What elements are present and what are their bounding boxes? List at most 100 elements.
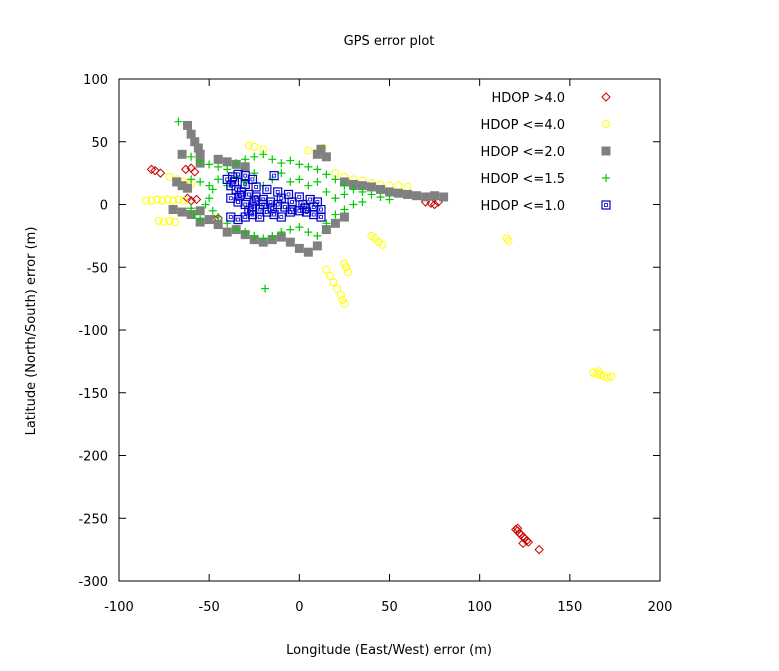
data-point (191, 194, 202, 205)
data-point (304, 181, 313, 190)
data-point (504, 236, 513, 245)
data-point (295, 160, 304, 169)
data-point (376, 192, 385, 201)
x-tick-label: -100 (104, 600, 134, 615)
data-point (183, 120, 193, 130)
data-point (311, 205, 316, 209)
data-point (170, 218, 179, 227)
legend-label: HDOP <=1.5 (481, 172, 565, 187)
data-point (311, 212, 316, 217)
series-0 (146, 163, 544, 555)
data-point (243, 202, 248, 207)
data-point (277, 159, 286, 168)
data-point (312, 149, 322, 159)
data-point (190, 167, 200, 177)
data-point (268, 200, 273, 204)
data-point (321, 152, 331, 162)
y-tick-label: 50 (91, 136, 108, 151)
data-point (165, 216, 174, 225)
data-point (325, 272, 334, 281)
data-point (330, 218, 340, 228)
y-tick-label: -200 (78, 450, 108, 465)
data-point (421, 192, 431, 202)
data-point (232, 180, 237, 184)
data-point (295, 175, 304, 184)
data-point (257, 215, 262, 219)
data-point (319, 207, 323, 212)
data-point (190, 210, 199, 219)
data-point (272, 212, 276, 217)
data-point (226, 212, 236, 222)
data-point (177, 207, 187, 217)
data-point (276, 212, 286, 222)
data-point (193, 143, 203, 153)
data-point (237, 193, 242, 198)
data-point (205, 181, 214, 190)
data-point (213, 154, 223, 164)
data-point (214, 213, 223, 222)
y-tick-label: -150 (78, 387, 108, 402)
data-point (316, 204, 326, 215)
data-point (367, 190, 376, 199)
data-point (241, 155, 250, 164)
data-point (236, 217, 240, 222)
data-point (195, 206, 205, 216)
x-tick-label: 200 (648, 600, 673, 615)
data-point (290, 200, 295, 204)
data-point (252, 198, 257, 203)
data-point (155, 168, 166, 178)
y-tick-label: -50 (87, 261, 108, 276)
data-point (313, 177, 322, 186)
data-point (333, 284, 342, 293)
data-point (394, 181, 403, 190)
data-point (304, 162, 313, 171)
data-point (286, 156, 295, 165)
data-point (349, 185, 358, 194)
data-point (244, 189, 254, 200)
data-point (429, 199, 440, 210)
data-point (286, 225, 295, 234)
data-point (177, 149, 187, 159)
data-point (304, 146, 313, 155)
data-point (412, 191, 422, 201)
data-point (213, 220, 223, 230)
data-point (205, 194, 214, 203)
data-point (308, 197, 313, 202)
data-point (259, 150, 268, 159)
data-point (358, 197, 367, 206)
data-point (321, 225, 331, 235)
data-point (233, 197, 243, 207)
data-point (254, 185, 258, 189)
data-point (340, 181, 349, 190)
data-point (187, 204, 196, 213)
x-axis-label: Longitude (East/West) error (m) (286, 643, 492, 658)
data-point (229, 177, 240, 187)
data-point (250, 152, 259, 161)
data-point (250, 231, 259, 240)
data-point (183, 183, 193, 193)
data-point (385, 187, 394, 197)
data-point (223, 165, 232, 174)
data-point (255, 212, 265, 222)
data-point (187, 175, 196, 184)
data-point (302, 206, 307, 211)
data-point (265, 197, 276, 207)
data-point (270, 206, 275, 211)
data-point (179, 196, 188, 205)
legend-label: HDOP >4.0 (491, 91, 565, 106)
y-tick-label: -300 (78, 575, 108, 590)
data-point (269, 171, 279, 181)
data-point (222, 157, 232, 167)
data-point (244, 141, 253, 150)
x-tick-label: 0 (295, 600, 303, 615)
data-point (243, 173, 248, 178)
data-point (403, 189, 413, 199)
legend-label: HDOP <=4.0 (481, 118, 565, 133)
data-point (518, 538, 528, 549)
data-point (502, 234, 511, 243)
data-point (236, 200, 240, 204)
data-point (222, 227, 232, 237)
data-point (267, 203, 277, 213)
